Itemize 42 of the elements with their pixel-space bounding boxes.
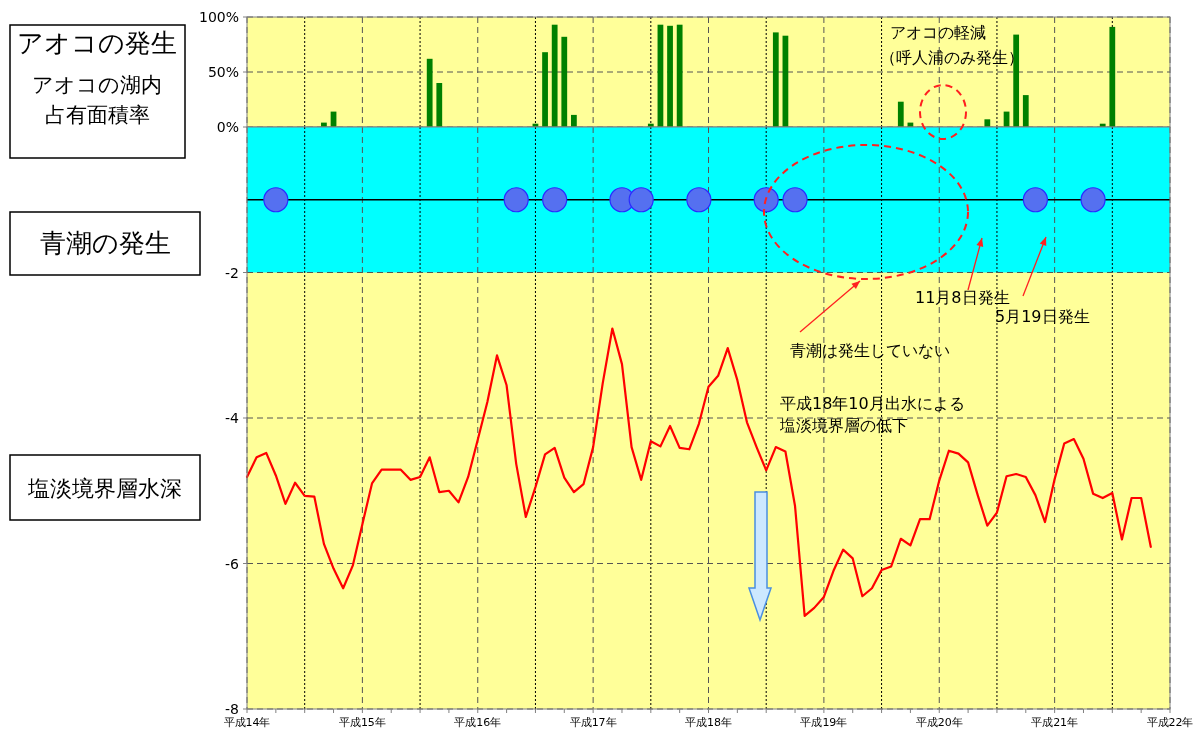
y-tick-label: -2 (225, 264, 239, 281)
bar (1109, 26, 1116, 127)
bar (561, 36, 568, 127)
bar (436, 83, 443, 127)
y-tick-label: 0% (216, 119, 239, 135)
annotation: アオコの軽減 (890, 23, 986, 42)
x-tick-label: 平成16年 (454, 716, 502, 729)
line-series (245, 327, 1152, 617)
x-tick-label: 平成15年 (338, 716, 386, 729)
annotation: 塩淡境界層の低下 (779, 416, 908, 435)
bar (551, 24, 558, 127)
bar (897, 101, 904, 127)
annotation: 5月19日発生 (995, 307, 1090, 326)
text: アオコの発生 (17, 28, 177, 58)
x-tick-label: 平成14年 (223, 716, 271, 729)
y-tick-label: -8 (225, 701, 239, 717)
y-tick-label: 100% (198, 9, 239, 25)
text: 青潮の発生 (39, 228, 171, 258)
annotation: 平成18年10月出水による (780, 394, 965, 413)
bar (1013, 34, 1020, 127)
text: 塩淡境界層水深 (27, 476, 182, 501)
x-tick-label: 平成18年 (685, 716, 732, 729)
x-tick-label: 平成17年 (569, 716, 617, 729)
bar (571, 114, 577, 127)
x-tick-label: 平成22年 (1146, 716, 1194, 729)
y-tick-label: -4 (225, 410, 240, 426)
x-tick-label: 平成19年 (800, 716, 848, 729)
bar (542, 52, 548, 127)
y-tick-label: -6 (225, 555, 240, 572)
bar (1022, 95, 1029, 127)
annotation: 11月8日発生 (915, 288, 1010, 307)
bar (772, 32, 779, 127)
bar (984, 119, 991, 127)
bar (667, 25, 673, 127)
text: アオコの湖内 (32, 73, 162, 97)
annotation: 青潮は発生していない (790, 341, 950, 360)
x-tick-label: 平成20年 (915, 716, 963, 729)
bar (426, 58, 433, 127)
text: 占有面積率 (44, 103, 150, 127)
y-tick-label: 50% (207, 64, 239, 80)
x-tick-label: 平成21年 (1031, 716, 1079, 729)
bar (676, 24, 683, 127)
